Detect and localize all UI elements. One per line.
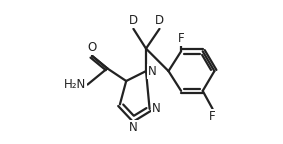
Text: N: N [148,65,157,78]
Text: N: N [129,121,138,134]
Text: H₂N: H₂N [64,78,86,91]
Text: D: D [155,14,164,27]
Text: O: O [87,41,97,54]
Text: D: D [129,14,138,27]
Text: N: N [152,102,160,115]
Text: F: F [209,110,216,123]
Text: F: F [178,32,185,45]
